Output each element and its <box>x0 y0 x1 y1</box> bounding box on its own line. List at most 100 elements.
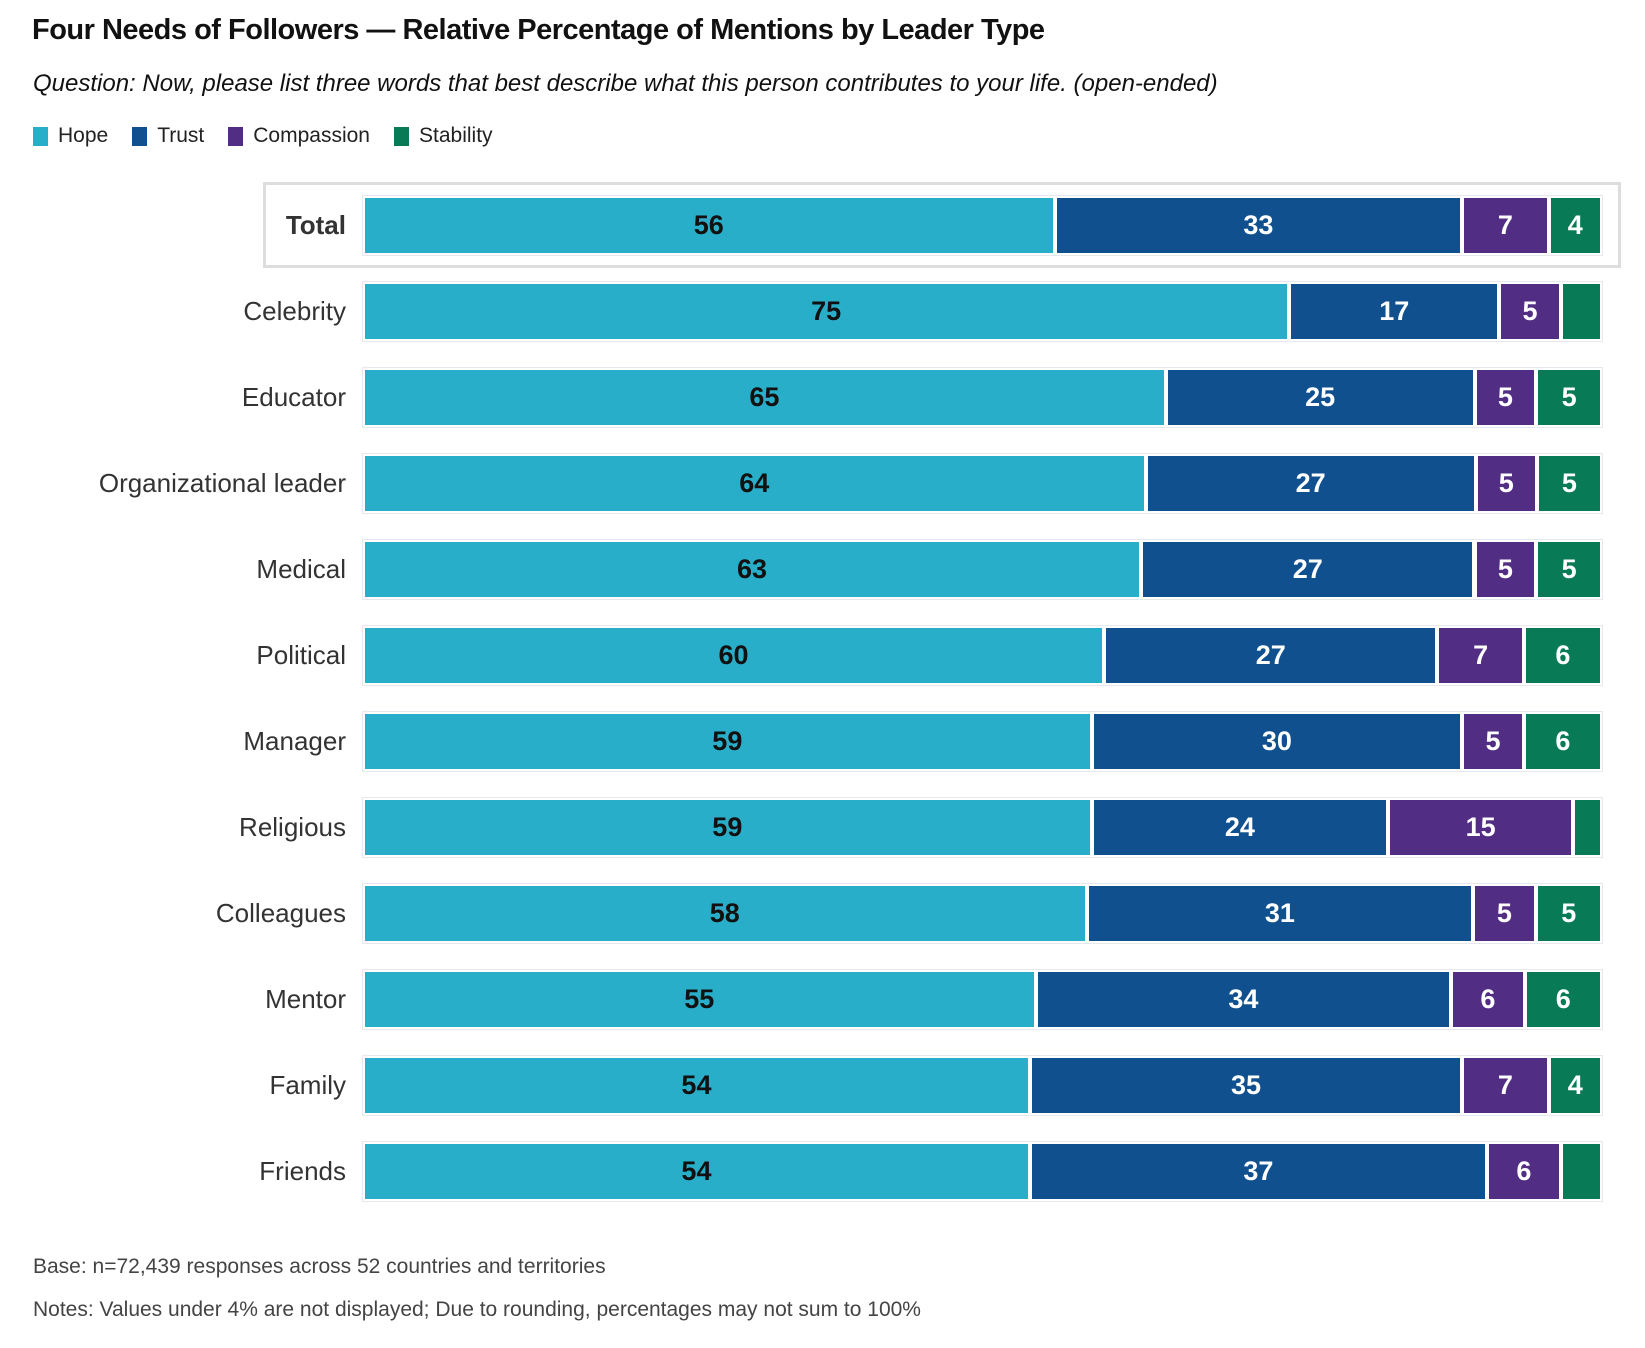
legend-item-compassion: Compassion <box>228 124 370 148</box>
data-label: 4 <box>1567 210 1583 240</box>
category-label: Organizational leader <box>98 468 346 498</box>
data-label: 17 <box>1379 296 1410 326</box>
bar-row-frame <box>362 1055 1603 1116</box>
data-label: 7 <box>1473 640 1489 670</box>
bar-segment-stability: 5 <box>1537 886 1600 941</box>
bar-segment-trust: 35 <box>1031 1058 1461 1113</box>
legend-swatch-hope <box>33 126 48 146</box>
data-label: 5 <box>1561 382 1577 412</box>
bar-segment-stability: 5 <box>1538 542 1600 597</box>
data-label: 30 <box>1261 726 1292 756</box>
bar-segment-trust: 37 <box>1031 1144 1485 1199</box>
data-label: 33 <box>1243 210 1274 240</box>
data-label: 54 <box>681 1156 712 1186</box>
bar-segment-stability: 4 <box>1550 1058 1600 1113</box>
data-label: 27 <box>1292 554 1323 584</box>
legend-label: Hope <box>58 124 109 147</box>
bar-segment-trust: 31 <box>1088 886 1472 941</box>
bar-row-frame <box>362 1141 1603 1202</box>
bar-segment-compassion: 15 <box>1390 800 1572 855</box>
bar-row-frame <box>362 539 1603 600</box>
category-label: Total <box>285 210 346 240</box>
data-label: 59 <box>712 812 743 842</box>
chart-title: Four Needs of Followers — Relative Perce… <box>32 14 1045 46</box>
bar-row-frame <box>362 969 1603 1030</box>
bar-row-frame <box>362 711 1603 772</box>
data-label: 54 <box>681 1070 712 1100</box>
footer-notes: Notes: Values under 4% are not displayed… <box>33 1298 921 1321</box>
bar-segment-compassion: 6 <box>1488 1144 1559 1199</box>
legend-item-trust: Trust <box>132 124 204 148</box>
data-label: 6 <box>1516 1156 1532 1186</box>
bar-row-frame <box>362 797 1603 858</box>
legend: Hope Trust Compassion Stability <box>33 124 493 148</box>
legend-label: Trust <box>157 124 205 147</box>
data-label: 25 <box>1305 382 1336 412</box>
bar-segment-hope: 56 <box>365 198 1053 253</box>
legend-item-stability: Stability <box>394 124 493 148</box>
category-label: Political <box>256 640 346 670</box>
data-label: 56 <box>693 210 724 240</box>
category-label: Celebrity <box>243 296 346 326</box>
data-label: 5 <box>1485 726 1501 756</box>
bar-segment-trust: 27 <box>1106 628 1436 683</box>
bar-segment-compassion: 5 <box>1475 886 1534 941</box>
bar-segment-stability <box>1562 284 1600 339</box>
bar-row-frame <box>362 367 1603 428</box>
bar-segment-hope: 54 <box>365 1058 1028 1113</box>
data-label: 58 <box>709 898 740 928</box>
data-label: 5 <box>1497 382 1513 412</box>
bar-segment-trust: 25 <box>1167 370 1473 425</box>
data-label: 60 <box>718 640 749 670</box>
bar-segment-trust: 17 <box>1291 284 1498 339</box>
data-label: 15 <box>1465 812 1496 842</box>
category-label: Friends <box>259 1156 346 1186</box>
category-label: Medical <box>256 554 346 584</box>
data-label: 35 <box>1230 1070 1262 1100</box>
bar-segment-stability <box>1562 1144 1600 1199</box>
bar-segment-trust: 27 <box>1143 542 1473 597</box>
data-label: 55 <box>684 984 715 1014</box>
bar-segment-compassion: 7 <box>1439 628 1522 683</box>
data-label: 37 <box>1243 1156 1274 1186</box>
bar-segment-trust: 33 <box>1056 198 1461 253</box>
data-label: 75 <box>811 296 842 326</box>
bar-segment-compassion: 7 <box>1464 1058 1547 1113</box>
bar-segment-hope: 64 <box>365 456 1144 511</box>
data-label: 5 <box>1561 554 1577 584</box>
data-label: 5 <box>1522 296 1538 326</box>
footer-base: Base: n=72,439 responses across 52 count… <box>33 1255 606 1278</box>
bar-segment-hope: 59 <box>365 714 1090 769</box>
bar-segment-hope: 75 <box>365 284 1288 339</box>
data-label: 27 <box>1255 640 1286 670</box>
data-label: 65 <box>749 382 780 412</box>
bar-segment-hope: 65 <box>365 370 1164 425</box>
bar-segment-compassion: 5 <box>1477 456 1535 511</box>
data-label: 27 <box>1295 468 1326 498</box>
bar-segment-hope: 55 <box>365 972 1034 1027</box>
data-label: 5 <box>1497 554 1513 584</box>
data-label: 63 <box>737 554 768 584</box>
legend-swatch-trust <box>132 126 148 146</box>
category-label: Family <box>269 1070 346 1100</box>
bar-segment-hope: 63 <box>365 542 1140 597</box>
category-label: Educator <box>241 382 346 412</box>
bar-row-frame <box>362 453 1603 514</box>
data-label: 6 <box>1555 640 1571 670</box>
category-label: Manager <box>243 726 346 756</box>
bar-segment-trust: 24 <box>1093 800 1387 855</box>
data-label: 6 <box>1555 726 1571 756</box>
bar-segment-hope: 54 <box>365 1144 1028 1199</box>
legend-label: Stability <box>419 124 493 147</box>
data-label: 34 <box>1228 984 1259 1014</box>
chart-subtitle: Question: Now, please list three words t… <box>33 70 1218 97</box>
bar-segment-trust: 27 <box>1147 456 1474 511</box>
data-label: 7 <box>1497 210 1513 240</box>
bar-segment-compassion: 5 <box>1464 714 1522 769</box>
category-label: Colleagues <box>215 898 346 928</box>
bar-segment-stability: 5 <box>1538 456 1600 511</box>
data-label: 6 <box>1480 984 1496 1014</box>
data-label: 5 <box>1561 468 1577 498</box>
data-label: 64 <box>739 468 770 498</box>
bar-segment-compassion: 7 <box>1464 198 1547 253</box>
